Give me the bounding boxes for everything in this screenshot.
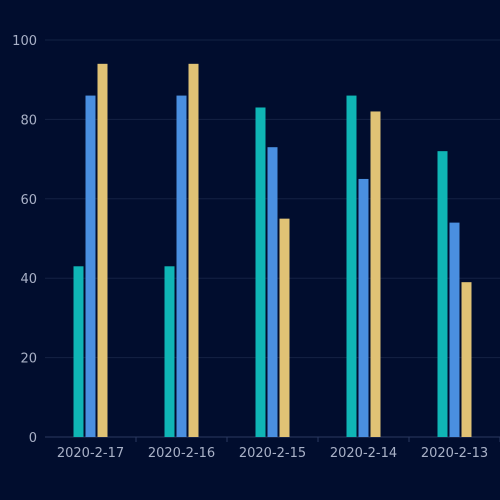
y-tick-label: 0 (29, 431, 37, 446)
bar-2020-2-17-series-3 (97, 63, 108, 437)
bars (73, 63, 472, 438)
bar-2020-2-14-series-1 (346, 95, 357, 437)
bar-2020-2-14-series-3 (370, 111, 381, 438)
bar-2020-2-16-series-3 (188, 63, 199, 437)
x-tick-label: 2020-2-17 (57, 446, 124, 461)
bar-2020-2-15-series-1 (255, 107, 266, 438)
bar-2020-2-13-series-2 (449, 222, 460, 437)
bar-2020-2-13-series-1 (437, 151, 448, 437)
bar-2020-2-13-series-3 (461, 282, 472, 437)
x-tick-label: 2020-2-14 (330, 446, 397, 461)
y-tick-label: 80 (20, 113, 37, 128)
bar-2020-2-15-series-3 (279, 218, 290, 437)
x-tick-label: 2020-2-13 (421, 446, 488, 461)
y-tick-label: 60 (20, 193, 37, 208)
y-tick-label: 20 (20, 352, 37, 367)
bar-2020-2-17-series-2 (85, 95, 96, 437)
x-tick-label: 2020-2-16 (148, 446, 215, 461)
y-tick-label: 40 (20, 272, 37, 287)
bar-2020-2-14-series-2 (358, 178, 369, 437)
bar-2020-2-15-series-2 (267, 147, 278, 437)
bar-2020-2-16-series-1 (164, 266, 175, 437)
x-axis-ticks: 2020-2-17 2020-2-16 2020-2-15 2020-2-14 2020… (57, 437, 500, 461)
y-axis-ticks: 0 20 40 60 80 100 (12, 34, 37, 446)
bar-2020-2-17-series-1 (73, 266, 84, 437)
x-tick-label: 2020-2-15 (239, 446, 306, 461)
bar-2020-2-16-series-2 (176, 95, 187, 437)
y-tick-label: 100 (12, 34, 37, 49)
